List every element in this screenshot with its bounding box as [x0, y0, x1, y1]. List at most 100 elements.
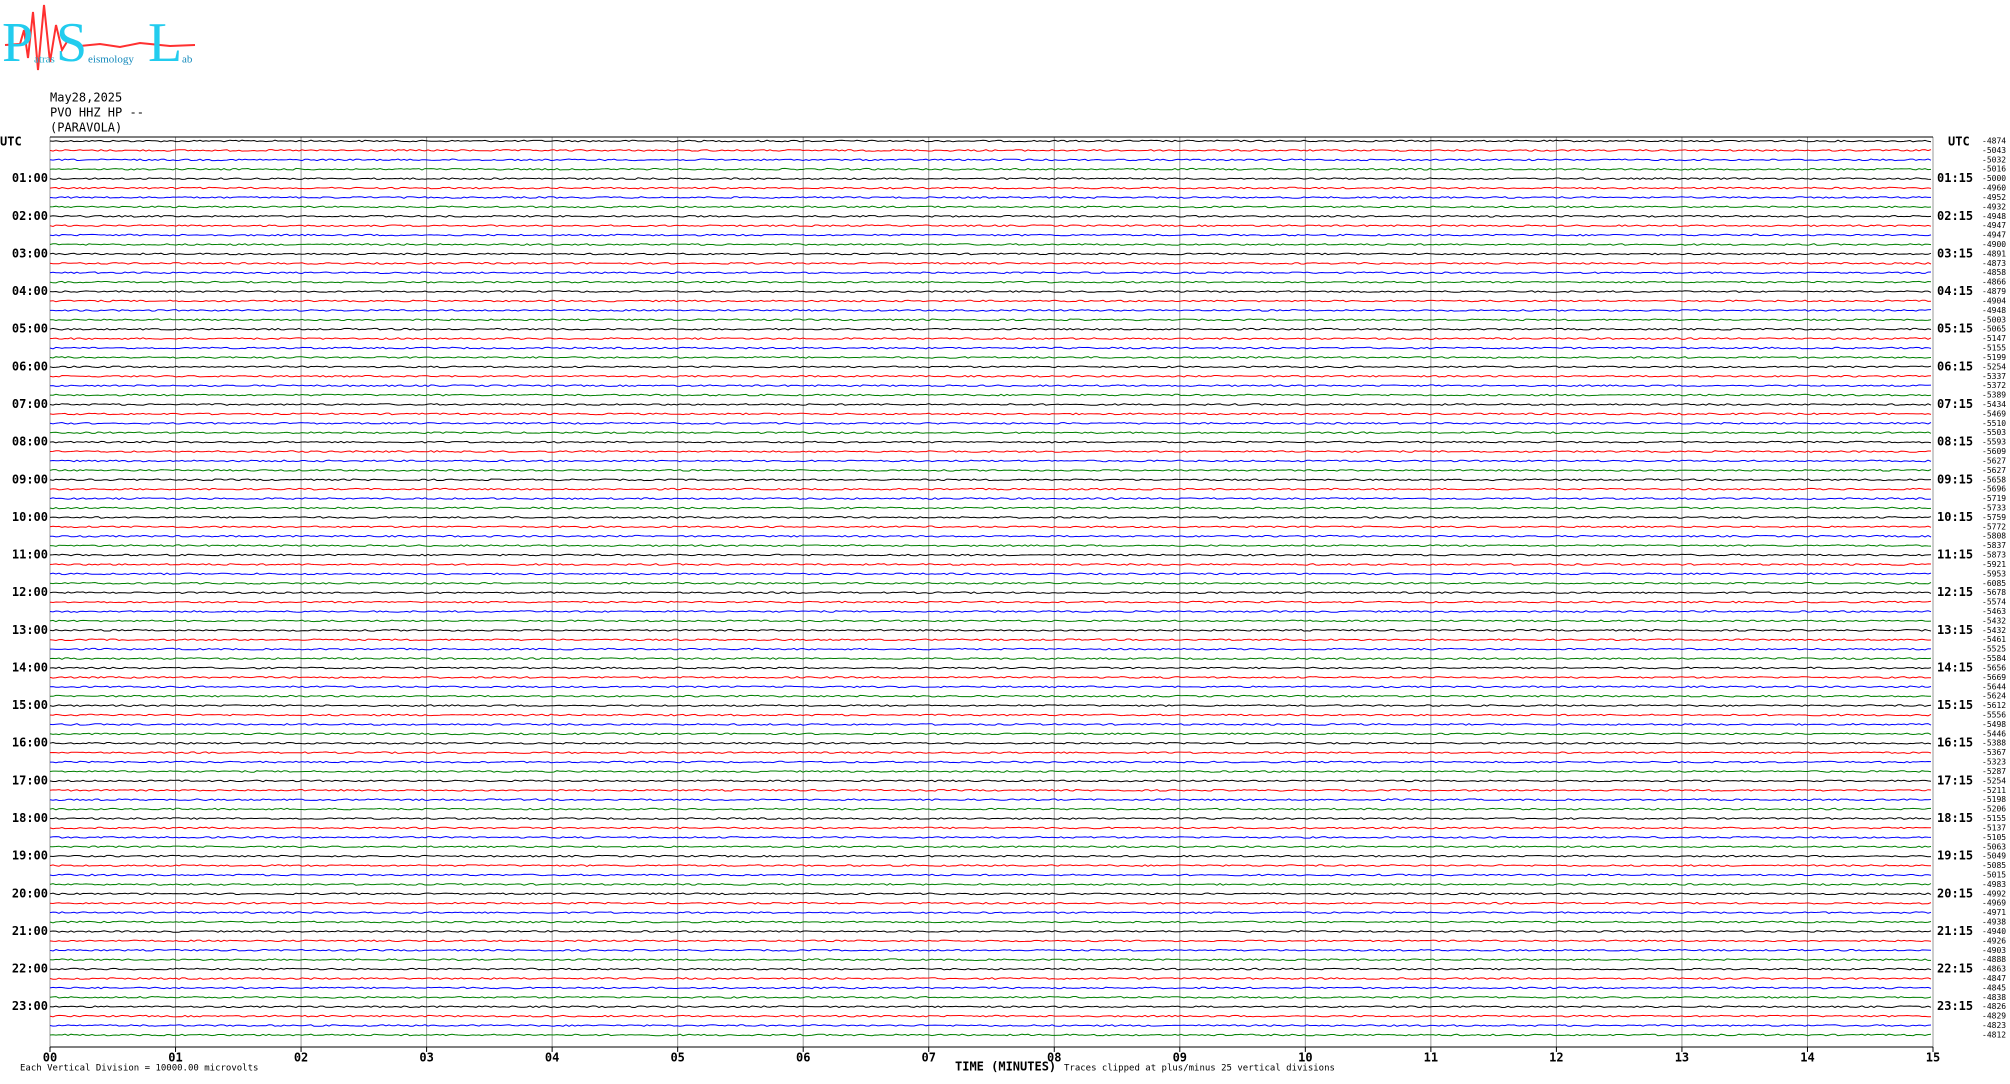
- hour-label-right: 16:15: [1937, 736, 1973, 750]
- trace: [49, 563, 1932, 566]
- logo-letter: P: [2, 12, 33, 74]
- hour-label-right: 18:15: [1937, 811, 1973, 825]
- hour-label-right: 22:15: [1937, 962, 1973, 976]
- trace-value: -4971: [1982, 908, 2006, 917]
- trace-value: -5016: [1982, 165, 2006, 174]
- trace-value: -5669: [1982, 673, 2006, 682]
- hour-label-left: 11:00: [12, 548, 48, 562]
- scale-note: Each Vertical Division = 10000.00 microv…: [20, 1064, 258, 1074]
- trace-value: -5432: [1982, 626, 2006, 635]
- trace-value: -5155: [1982, 814, 2006, 823]
- trace-value: -6085: [1982, 579, 2006, 588]
- trace: [49, 930, 1932, 933]
- hour-label-right: 05:15: [1937, 322, 1973, 336]
- trace-value: -4826: [1982, 1002, 2006, 1011]
- minute-label: 13: [1675, 1050, 1689, 1064]
- trace-value: -5719: [1982, 494, 2006, 503]
- minute-label: 04: [545, 1050, 559, 1064]
- minute-label: 14: [1800, 1050, 1814, 1064]
- minute-label: 08: [1047, 1050, 1061, 1064]
- trace-value: -5432: [1982, 616, 2006, 625]
- trace: [49, 892, 1932, 896]
- trace-value: -5388: [1982, 739, 2006, 748]
- logo-text: atras: [34, 54, 55, 66]
- minute-label: 05: [670, 1050, 684, 1064]
- hour-label-right: 01:15: [1937, 171, 1973, 185]
- trace-value: -4891: [1982, 249, 2006, 258]
- trace: [49, 196, 1931, 199]
- trace-value: -5199: [1982, 353, 2006, 362]
- utc-right: UTC: [1948, 135, 1970, 149]
- hour-label-left: 18:00: [12, 811, 48, 825]
- hour-label-left: 03:00: [12, 246, 48, 260]
- trace-value: -4888: [1982, 955, 2006, 964]
- trace-value: -4829: [1982, 1012, 2006, 1021]
- trace-value: -5556: [1982, 711, 2006, 720]
- trace: [49, 939, 1932, 943]
- trace: [50, 647, 1932, 651]
- trace: [49, 864, 1932, 867]
- trace: [49, 713, 1932, 717]
- trace-value: -5206: [1982, 805, 2006, 814]
- hour-label-left: 01:00: [12, 171, 48, 185]
- trace: [49, 723, 1932, 726]
- trace: [49, 525, 1932, 529]
- trace: [49, 469, 1932, 472]
- trace: [49, 694, 1932, 698]
- hour-label-left: 20:00: [12, 886, 48, 900]
- trace-value: -5678: [1982, 588, 2006, 597]
- trace: [49, 516, 1932, 519]
- trace: [49, 854, 1932, 858]
- trace: [49, 327, 1932, 331]
- minute-label: 10: [1298, 1050, 1312, 1064]
- trace-value: -5137: [1982, 823, 2006, 832]
- trace-value: -5337: [1982, 372, 2006, 381]
- hour-label-right: 19:15: [1937, 849, 1973, 863]
- trace: [49, 572, 1932, 576]
- trace-value: -5510: [1982, 419, 2006, 428]
- trace: [49, 704, 1932, 707]
- trace: [49, 497, 1932, 500]
- hour-label-right: 10:15: [1937, 510, 1973, 524]
- trace: [49, 186, 1932, 190]
- trace: [49, 732, 1932, 736]
- trace: [49, 478, 1932, 482]
- trace: [49, 261, 1932, 265]
- minute-label: 06: [796, 1050, 810, 1064]
- trace-value: -5808: [1982, 532, 2006, 541]
- trace-value: -5065: [1982, 325, 2006, 334]
- hour-label-right: 06:15: [1937, 359, 1973, 373]
- trace-value: -5612: [1982, 701, 2006, 710]
- trace-value: -5498: [1982, 720, 2006, 729]
- trace-value: -4904: [1982, 296, 2006, 305]
- trace: [49, 610, 1932, 613]
- trace: [49, 995, 1932, 999]
- trace-value: -4992: [1982, 889, 2006, 898]
- trace: [49, 149, 1932, 152]
- hour-label-left: 07:00: [12, 397, 48, 411]
- trace-value: -5574: [1982, 598, 2006, 607]
- logo-letter: S: [56, 12, 87, 74]
- clip-note: Traces clipped at plus/minus 25 vertical…: [1064, 1064, 1335, 1074]
- hour-label-right: 03:15: [1937, 246, 1973, 260]
- trace: [49, 374, 1932, 378]
- trace-value: -5503: [1982, 428, 2006, 437]
- trace-value: -5105: [1982, 833, 2006, 842]
- minute-label: 11: [1424, 1050, 1438, 1064]
- hour-label-right: 17:15: [1937, 773, 1973, 787]
- trace: [49, 346, 1932, 350]
- trace-value: -5367: [1982, 748, 2006, 757]
- trace-value: -4900: [1982, 240, 2006, 249]
- trace-value: -4858: [1982, 268, 2006, 277]
- trace-value: -4948: [1982, 212, 2006, 221]
- trace-value: -5525: [1982, 645, 2006, 654]
- trace: [49, 657, 1932, 660]
- utc-left: UTC: [0, 135, 22, 149]
- minute-label: 15: [1926, 1050, 1940, 1064]
- trace: [49, 243, 1932, 246]
- hour-label-right: 08:15: [1937, 435, 1973, 449]
- trace-value: -5696: [1982, 485, 2006, 494]
- hour-label-left: 17:00: [12, 773, 48, 787]
- trace: [49, 553, 1932, 557]
